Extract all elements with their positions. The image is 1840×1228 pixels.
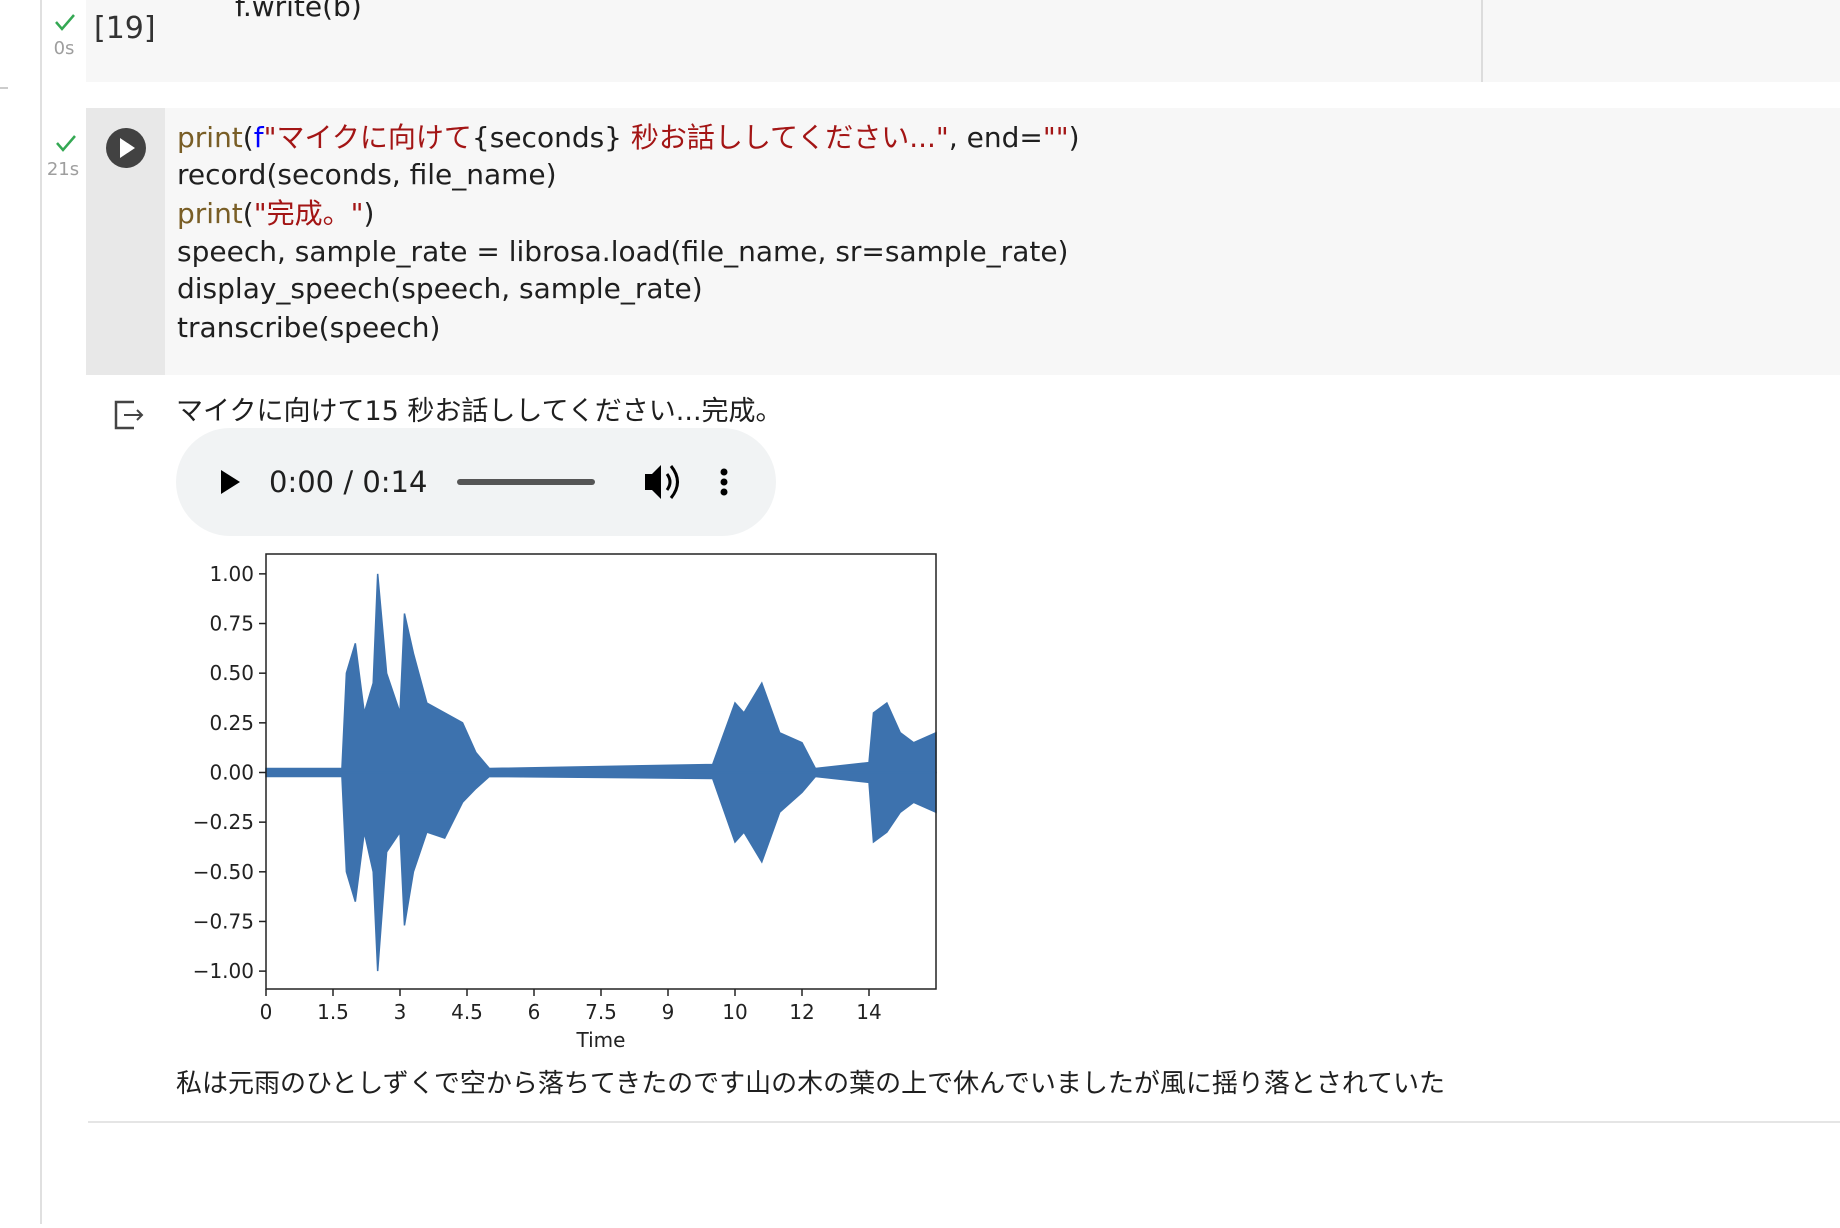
run-time: 21s (47, 159, 79, 180)
code-token: speech, sample_rate = librosa.load(file_… (177, 235, 1068, 268)
y-tick-label: −1.00 (193, 959, 254, 983)
run-icon (120, 138, 135, 158)
y-tick-label: −0.50 (193, 860, 254, 884)
progress-slider[interactable] (457, 479, 595, 485)
x-tick-label: 9 (662, 1000, 675, 1024)
y-tick-label: 1.00 (209, 562, 254, 586)
y-tick-label: 0.50 (209, 661, 254, 685)
code-token: {seconds} (472, 121, 622, 154)
output-icon (114, 400, 144, 430)
code-token: f (254, 121, 265, 154)
code-line: f.write(b) (235, 0, 362, 23)
code-token: , end= (949, 121, 1043, 154)
code-line: transcribe(speech) (177, 311, 440, 344)
code-token: ) (1069, 121, 1080, 154)
x-tick-label: 6 (528, 1000, 541, 1024)
y-tick-label: 0.25 (209, 711, 254, 735)
code-line: print("完成。") (177, 197, 374, 230)
run-time: 0s (54, 38, 75, 59)
execution-count: [19] (94, 11, 156, 46)
x-axis-label: Time (576, 1028, 626, 1052)
code-token: ) (364, 197, 375, 230)
audio-time: 0:00 / 0:14 (269, 465, 427, 499)
code-token: "マイクに向けて (264, 121, 472, 154)
success-check (55, 14, 75, 31)
code-area[interactable] (86, 108, 1840, 375)
code-line: print(f"マイクに向けて{seconds} 秒お話ししてください...",… (177, 121, 1080, 154)
x-tick-label: 10 (722, 1000, 747, 1024)
success-check (56, 135, 76, 152)
previous-cell[interactable] (86, 0, 1840, 82)
code-token: display_speech(speech, sample_rate) (177, 272, 703, 305)
waveform-chart: 1.00 0.75 0.50 0.25 0.00 −0.25 −0.50 −0.75 −1.00… (193, 553, 937, 1052)
waveform (265, 573, 937, 774)
code-token: print (177, 197, 243, 230)
x-tick-label: 12 (789, 1000, 814, 1024)
code-token: print (177, 121, 243, 154)
x-tick-label: 4.5 (451, 1000, 483, 1024)
more-options[interactable] (720, 468, 728, 496)
code-editor[interactable]: print(f"マイクに向けて{seconds} 秒お話ししてください...",… (177, 121, 1080, 344)
output-text: マイクに向けて15 秒お話ししてください...完成。 (176, 396, 783, 427)
code-token: 秒お話ししてください..." (622, 121, 949, 154)
code-token: ( (243, 121, 254, 154)
code-token: "" (1043, 121, 1069, 154)
code-token: "完成。" (254, 197, 364, 230)
x-tick-label: 3 (394, 1000, 407, 1024)
x-tick-label: 1.5 (317, 1000, 349, 1024)
x-tick-label: 7.5 (585, 1000, 617, 1024)
play-button[interactable] (221, 470, 240, 494)
y-tick-label: −0.75 (193, 909, 254, 933)
code-token: record(seconds, file_name) (177, 158, 557, 191)
code-line: record(seconds, file_name) (177, 158, 557, 191)
x-tick-label: 14 (856, 1000, 881, 1024)
volume-button[interactable] (645, 465, 679, 499)
code-token: ( (243, 197, 254, 230)
y-tick-label: 0.75 (209, 612, 254, 636)
x-tick-label: 0 (260, 1000, 273, 1024)
y-tick-label: 0.00 (209, 760, 254, 784)
transcription: 私は元雨のひとしずくで空から落ちてきたのです山の木の葉の上で休んでいましたが風に… (176, 1069, 1445, 1099)
y-tick-label: −0.25 (193, 810, 254, 834)
code-line: display_speech(speech, sample_rate) (177, 272, 703, 305)
waveform (265, 771, 937, 972)
code-token: transcribe(speech) (177, 311, 440, 344)
code-line: speech, sample_rate = librosa.load(file_… (177, 235, 1068, 268)
